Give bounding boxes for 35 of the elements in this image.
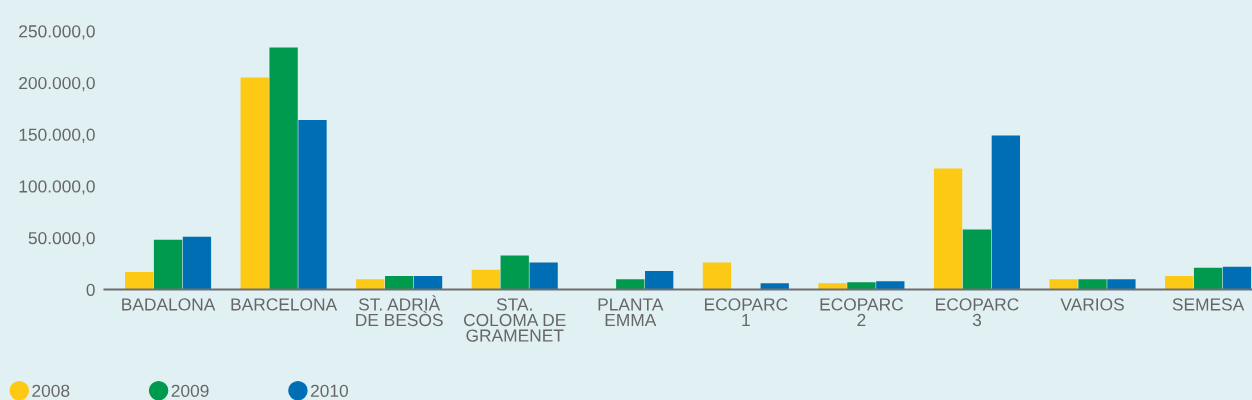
x-tick-label: BARCELONA	[231, 298, 338, 311]
bar	[529, 262, 558, 290]
bar	[240, 77, 269, 290]
bar	[1193, 267, 1223, 290]
bar	[1222, 266, 1252, 290]
bar	[182, 236, 212, 290]
x-tick-label: BADALONA	[122, 298, 216, 311]
y-tick-label: 150.000,0	[19, 128, 95, 143]
x-tick-label: VARIOS	[1060, 298, 1124, 311]
x-tick-label: PLANTA EMMA	[598, 298, 664, 326]
bar	[298, 119, 327, 290]
legend-label: 2009	[171, 384, 209, 397]
x-tick-label: ECOPARC 3	[936, 298, 1019, 327]
bar	[962, 229, 992, 290]
y-tick-label: 250.000,0	[19, 25, 95, 40]
y-tick-label: 50.000,0	[28, 231, 95, 247]
bar	[471, 269, 500, 290]
legend-label: 2010	[310, 384, 349, 397]
bar	[933, 168, 963, 290]
x-tick-label: SEMESA	[1172, 298, 1245, 311]
y-tick-label: 0	[86, 283, 95, 296]
bar	[645, 270, 674, 290]
bar	[991, 135, 1021, 290]
x-tick-label: ST. ADRIÀ DE BESÒS	[356, 295, 443, 327]
x-tick-label: ECOPARC 2	[820, 298, 904, 326]
x-tick-label: ECOPARC 1	[704, 298, 788, 326]
y-tick-label: 100.000,0	[19, 180, 95, 195]
bar	[500, 255, 529, 290]
legend-label: 2008	[32, 384, 70, 397]
y-tick-label: 200.000,0	[19, 76, 95, 92]
bar	[702, 262, 732, 290]
bar	[269, 47, 298, 290]
bar	[153, 239, 183, 290]
x-tick-label: STA. COLOMA DE GRAMENET	[464, 298, 566, 342]
bar	[125, 271, 154, 290]
